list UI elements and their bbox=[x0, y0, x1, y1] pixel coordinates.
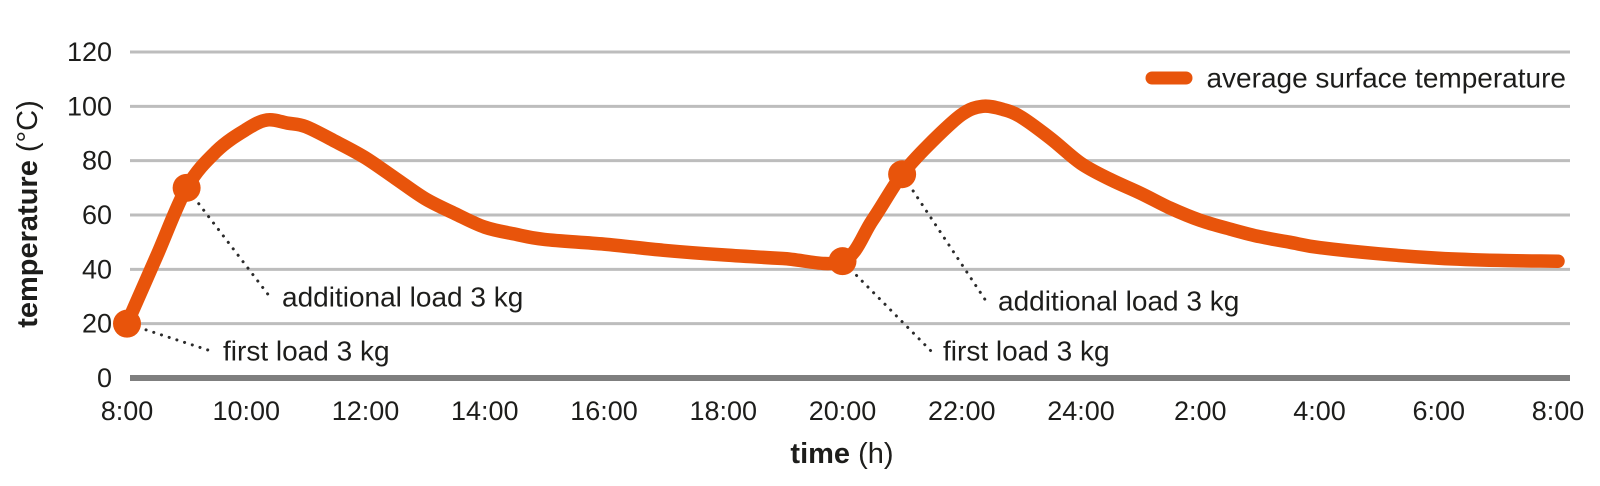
y-tick-label: 0 bbox=[97, 363, 112, 393]
annotation-label: first load 3 kg bbox=[223, 336, 390, 367]
y-tick-label: 80 bbox=[82, 146, 112, 176]
x-tick-label: 18:00 bbox=[689, 396, 757, 426]
y-tick-label: 60 bbox=[82, 200, 112, 230]
y-tick-label: 20 bbox=[82, 309, 112, 339]
x-axis-title: time (h) bbox=[790, 438, 893, 470]
annotation-connector bbox=[911, 189, 988, 303]
y-tick-label: 40 bbox=[82, 254, 112, 284]
annotation-connector bbox=[197, 202, 272, 299]
x-tick-label: 14:00 bbox=[451, 396, 519, 426]
x-tick-label: 20:00 bbox=[809, 396, 877, 426]
data-point-marker bbox=[172, 173, 201, 202]
annotation-connector bbox=[855, 273, 933, 353]
annotation-connector bbox=[144, 328, 213, 353]
y-tick-label: 100 bbox=[67, 91, 112, 121]
x-tick-label: 16:00 bbox=[570, 396, 638, 426]
temperature-curve bbox=[120, 99, 1565, 331]
x-tick-label: 2:00 bbox=[1174, 396, 1227, 426]
annotation-label: additional load 3 kg bbox=[998, 286, 1239, 317]
x-tick-label: 24:00 bbox=[1047, 396, 1115, 426]
y-axis-title: temperature (°C) bbox=[12, 100, 44, 328]
data-point-marker bbox=[888, 160, 917, 189]
annotation-label: first load 3 kg bbox=[943, 336, 1110, 367]
x-tick-label: 10:00 bbox=[212, 396, 280, 426]
annotation-label: additional load 3 kg bbox=[282, 282, 523, 313]
legend-label: average surface temperature bbox=[1206, 63, 1566, 94]
x-tick-label: 22:00 bbox=[928, 396, 996, 426]
x-tick-label: 8:00 bbox=[1532, 396, 1585, 426]
x-tick-label: 8:00 bbox=[101, 396, 154, 426]
x-tick-label: 6:00 bbox=[1412, 396, 1465, 426]
y-tick-label: 120 bbox=[67, 37, 112, 67]
x-tick-label: 12:00 bbox=[332, 396, 400, 426]
data-point-marker bbox=[113, 309, 141, 338]
data-point-marker bbox=[828, 247, 857, 276]
x-tick-label: 4:00 bbox=[1293, 396, 1346, 426]
